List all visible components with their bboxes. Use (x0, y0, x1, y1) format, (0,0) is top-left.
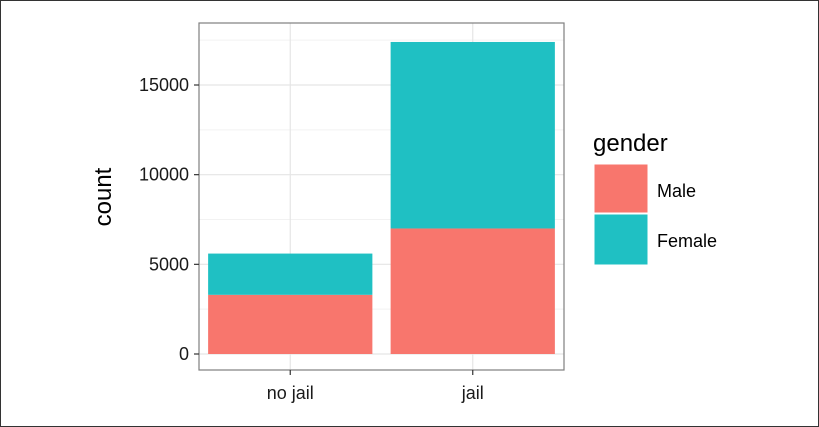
y-axis: 0 5000 10000 15000 (139, 75, 199, 364)
y-tick-label: 15000 (139, 75, 189, 95)
legend-key-female (593, 213, 649, 266)
y-tick-label: 10000 (139, 165, 189, 185)
legend-title: gender (593, 130, 668, 157)
bars (208, 41, 555, 354)
x-tick-label: jail (461, 383, 484, 403)
bar-female-no-jail (208, 253, 373, 295)
y-tick-label: 5000 (149, 254, 189, 274)
bar-female-jail (390, 41, 555, 229)
legend-label-female: Female (657, 231, 717, 251)
x-tick-label: no jail (267, 383, 314, 403)
bar-male-no-jail (208, 294, 373, 354)
plot-panel-border (198, 22, 565, 371)
y-axis-title: count (90, 167, 117, 226)
x-axis: no jail jail (267, 370, 484, 403)
y-tick-label: 0 (179, 344, 189, 364)
legend-key-male (593, 163, 649, 216)
bar-male-jail (390, 228, 555, 354)
legend-label-male: Male (657, 181, 696, 201)
legend: gender Male Female (592, 130, 717, 267)
